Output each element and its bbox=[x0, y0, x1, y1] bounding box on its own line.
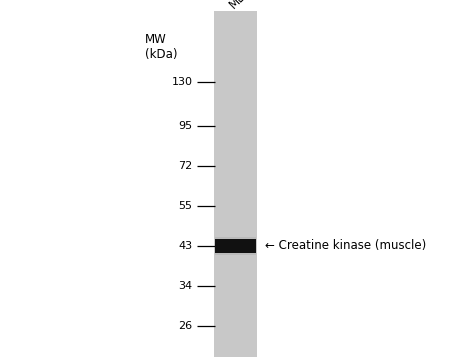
Text: 130: 130 bbox=[172, 77, 193, 87]
Text: 72: 72 bbox=[178, 161, 193, 171]
Bar bbox=[215, 239, 256, 253]
Bar bbox=[215, 237, 256, 255]
Text: MDCK: MDCK bbox=[226, 0, 260, 11]
Text: MW
(kDa): MW (kDa) bbox=[145, 33, 178, 61]
Bar bbox=[215, 243, 256, 249]
Bar bbox=[214, 11, 257, 357]
Text: 34: 34 bbox=[178, 281, 193, 291]
Text: 95: 95 bbox=[178, 120, 193, 131]
Text: 43: 43 bbox=[178, 241, 193, 251]
Bar bbox=[215, 240, 256, 252]
Text: 55: 55 bbox=[178, 201, 193, 211]
Text: ← Creatine kinase (muscle): ← Creatine kinase (muscle) bbox=[265, 239, 426, 252]
Text: 26: 26 bbox=[178, 321, 193, 331]
